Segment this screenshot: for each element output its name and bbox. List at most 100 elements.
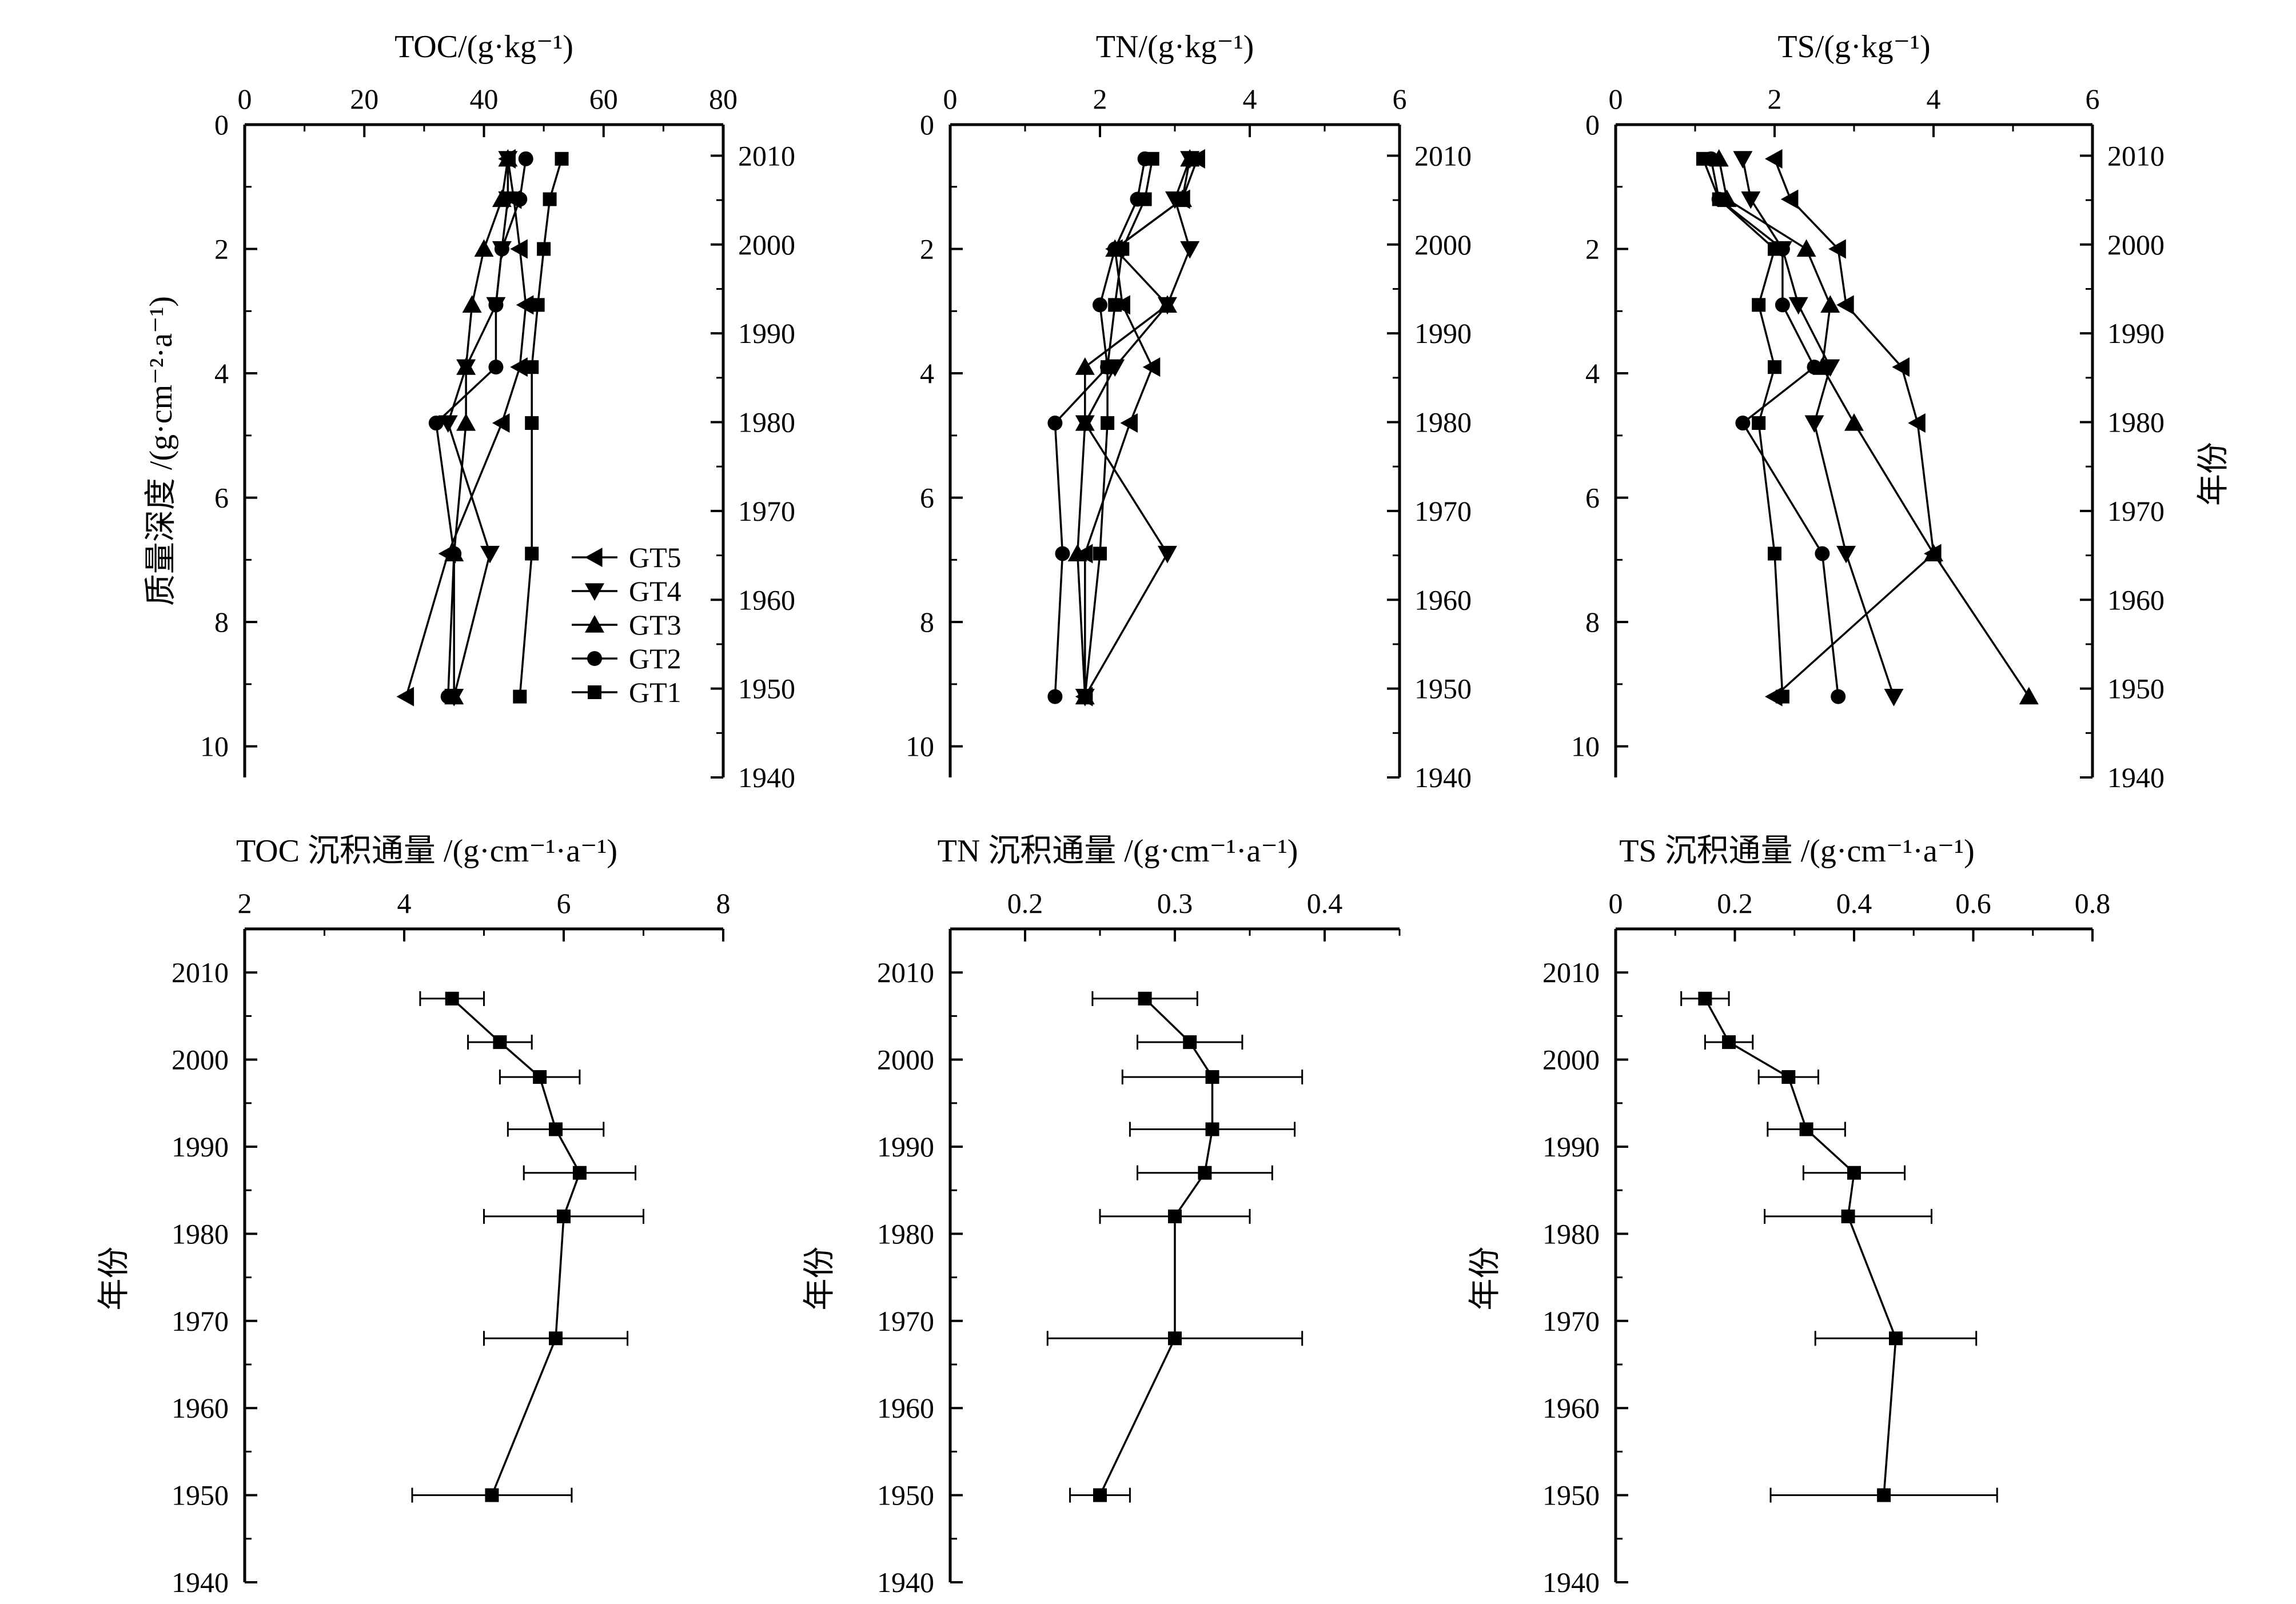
y-tick-label: 6: [214, 482, 229, 514]
data-point-GT5: [1765, 149, 1783, 169]
y-tick-label: 1990: [172, 1131, 229, 1163]
data-point-GT3: [1067, 544, 1087, 562]
data-point: [1877, 1488, 1891, 1502]
data-point-GT5: [1836, 295, 1854, 315]
data-point-GT4: [1836, 545, 1856, 564]
data-point-GT1: [1775, 689, 1789, 704]
series-line-GT1: [1084, 158, 1154, 697]
data-point-GT5: [1780, 189, 1799, 209]
y-tick-label: 1990: [877, 1131, 934, 1163]
data-point: [1168, 1209, 1182, 1223]
x-tick-label: 2: [1768, 83, 1782, 115]
data-point-GT2: [1775, 297, 1790, 313]
data-point-GT1: [1101, 360, 1115, 374]
data-point-GT1: [1093, 546, 1107, 561]
y2-tick-label: 1990: [738, 317, 795, 349]
profile-panel-3: 0 2 4 6 0 2 4 6 8 10 2010 2000 1990 1980 1970 1960 1950 1…: [1571, 29, 2231, 793]
data-point-GT4: [438, 415, 458, 433]
y2-tick-label: 2000: [1414, 229, 1472, 261]
data-point-GT4: [480, 545, 500, 564]
y-tick-label: 1980: [172, 1218, 229, 1250]
data-point-GT1: [1108, 298, 1122, 312]
series-line-GT2: [435, 158, 527, 697]
y-tick-label: 0: [920, 109, 934, 141]
series-line-GT3: [1717, 158, 2030, 697]
series-GT3: [1709, 149, 2039, 705]
y2-tick-label: 1990: [1414, 317, 1472, 349]
y-tick-label: 10: [906, 731, 934, 763]
x-tick-label: 8: [716, 887, 731, 919]
y2-tick-label: 2000: [2107, 229, 2165, 261]
data-point-GT2: [440, 689, 456, 704]
data-point-GT3: [498, 149, 518, 167]
data-point-GT1: [1768, 242, 1781, 256]
series-GT1: [1696, 151, 1789, 704]
y2-tick-label: 1960: [2107, 584, 2165, 616]
y2-tick-label: 1990: [2107, 317, 2165, 349]
data-point: [1093, 1488, 1107, 1502]
data-point-GT1: [1752, 298, 1766, 312]
y-tick-label: 1980: [877, 1218, 934, 1250]
data-point-GT3: [492, 189, 512, 208]
y2-tick-label: 2010: [738, 139, 795, 171]
data-point-GT1: [537, 242, 551, 256]
series-line-GT1: [519, 158, 563, 697]
series-line-GT4: [447, 158, 509, 697]
data-point-GT3: [1075, 357, 1095, 375]
legend-marker-GT4: [585, 583, 604, 601]
data-point-GT1: [1696, 151, 1710, 166]
y-tick-label: 1970: [172, 1305, 229, 1337]
x-tick-label: 0: [238, 83, 252, 115]
y-tick-label: 6: [920, 482, 934, 514]
data-point: [493, 1035, 507, 1050]
series-line-GT1: [1702, 158, 1784, 697]
y-tick-label: 1960: [1542, 1392, 1600, 1424]
series-line-GT4: [1741, 158, 1895, 697]
y-axis-title: 质量深度 /(g·cm⁻²·a⁻¹): [144, 296, 179, 606]
y-tick-label: 2010: [172, 956, 229, 988]
data-point-GT2: [447, 546, 462, 561]
data-point: [1799, 1122, 1813, 1136]
data-point-GT1: [525, 416, 539, 430]
data-point: [1198, 1166, 1212, 1180]
flux-panel-3: 0 0.2 0.4 0.6 0.8 2010 2000 1990 1980 1970 1960 195…: [1468, 833, 2110, 1598]
data-point-GT3: [1157, 295, 1177, 313]
data-point: [1888, 1331, 1903, 1346]
series-flux: [1680, 991, 1998, 1503]
data-point: [1698, 991, 1712, 1006]
series-line-GT2: [1054, 158, 1146, 697]
series-GT4: [1733, 151, 1904, 707]
x-tick-label: 4: [397, 887, 412, 919]
y-tick-label: 1950: [877, 1479, 934, 1511]
data-point-GT2: [1807, 360, 1822, 375]
data-point-GT1: [531, 298, 545, 312]
y2-axis-title: 年份: [2196, 442, 2231, 506]
legend-label-GT2: GT2: [629, 643, 681, 675]
x-tick-label: 0: [1609, 83, 1623, 115]
y2-tick-label: 1980: [1414, 406, 1472, 438]
series-line-GT5: [1773, 158, 1935, 697]
y-tick-label: 2000: [1542, 1044, 1600, 1076]
data-point-GT2: [1831, 689, 1846, 704]
data-point: [1722, 1035, 1736, 1050]
series-flux: [411, 991, 644, 1503]
y-axis-title: 年份: [97, 1247, 132, 1311]
y-tick-label: 4: [214, 357, 229, 389]
x-tick-label: 0.4: [1307, 887, 1343, 919]
data-point-GT2: [512, 191, 528, 207]
y-tick-label: 1950: [172, 1479, 229, 1511]
data-point-GT1: [1115, 242, 1130, 256]
x-tick-label: 4: [1243, 83, 1257, 115]
data-point-GT3: [1796, 239, 1816, 257]
data-point: [1183, 1035, 1197, 1050]
x-axis-title: TOC 沉积通量 /(g·cm⁻¹·a⁻¹): [236, 833, 617, 869]
data-point-GT2: [1735, 416, 1751, 431]
data-point-GT3: [456, 413, 476, 431]
data-point-GT1: [1712, 192, 1726, 206]
legend-label-GT5: GT5: [629, 541, 681, 573]
legend-label-GT4: GT4: [629, 575, 681, 607]
data-point: [557, 1209, 571, 1223]
y-tick-label: 1950: [1542, 1479, 1600, 1511]
data-point-GT2: [488, 297, 504, 313]
data-point: [1841, 1209, 1855, 1223]
